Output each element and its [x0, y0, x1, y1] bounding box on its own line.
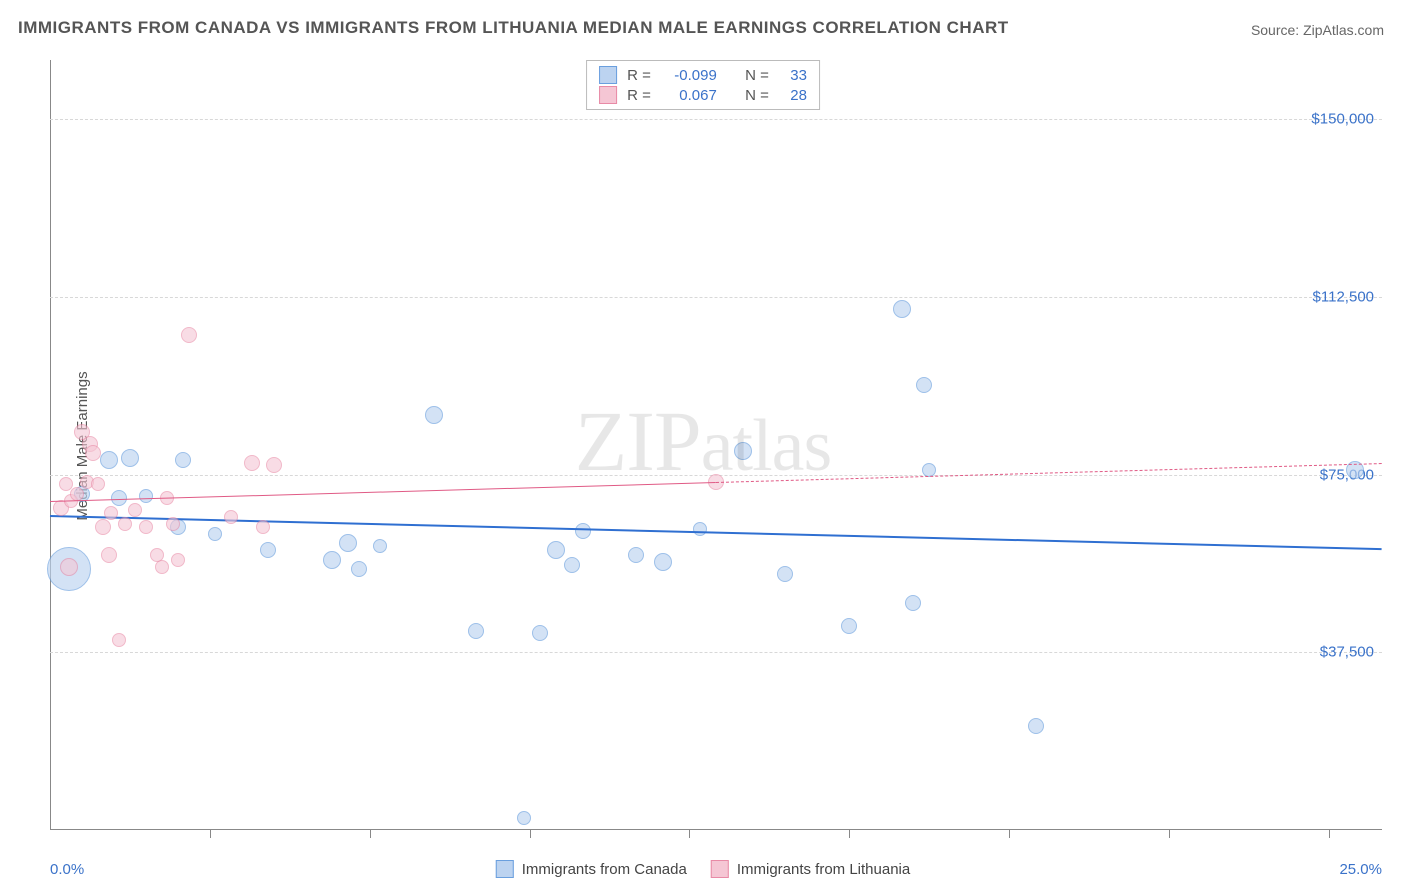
data-point-canada [922, 463, 936, 477]
data-point-lithuania [155, 560, 169, 574]
legend-label: N = [745, 67, 769, 84]
y-tick-label: $150,000 [1311, 111, 1374, 128]
data-point-canada [693, 522, 707, 536]
data-point-canada [425, 406, 443, 424]
series-legend: Immigrants from Canada Immigrants from Li… [496, 860, 910, 878]
data-point-canada [893, 300, 911, 318]
data-point-canada [905, 595, 921, 611]
data-point-canada [175, 452, 191, 468]
data-point-canada [351, 561, 367, 577]
data-point-lithuania [70, 487, 84, 501]
data-point-canada [1028, 718, 1044, 734]
data-point-canada [532, 625, 548, 641]
y-tick-label: $37,500 [1320, 644, 1374, 661]
y-tick-label: $112,500 [1313, 288, 1374, 305]
x-tick [689, 830, 690, 838]
data-point-canada [121, 449, 139, 467]
gridline [50, 652, 1382, 653]
legend-series-label: Immigrants from Canada [522, 861, 687, 878]
data-point-lithuania [224, 510, 238, 524]
data-point-lithuania [91, 477, 105, 491]
chart-title: IMMIGRANTS FROM CANADA VS IMMIGRANTS FRO… [18, 18, 1009, 38]
legend-row-lithuania: R = 0.067 N = 28 [599, 85, 807, 105]
data-point-canada [575, 523, 591, 539]
legend-item-canada: Immigrants from Canada [496, 860, 687, 878]
gridline [50, 297, 1382, 298]
data-point-lithuania [95, 519, 111, 535]
data-point-lithuania [118, 517, 132, 531]
legend-label: R = [627, 87, 651, 104]
data-point-canada [100, 451, 118, 469]
legend-series-label: Immigrants from Lithuania [737, 861, 910, 878]
x-tick [849, 830, 850, 838]
data-point-lithuania [266, 457, 282, 473]
legend-swatch [711, 860, 729, 878]
correlation-legend: R = -0.099 N = 33 R = 0.067 N = 28 [586, 60, 820, 110]
data-point-canada [208, 527, 222, 541]
x-axis-label: 25.0% [1339, 861, 1382, 878]
data-point-canada [564, 557, 580, 573]
legend-label: N = [745, 87, 769, 104]
data-point-lithuania [101, 547, 117, 563]
data-point-lithuania [112, 633, 126, 647]
source-attribution: Source: ZipAtlas.com [1251, 22, 1384, 38]
data-point-lithuania [256, 520, 270, 534]
data-point-canada [323, 551, 341, 569]
legend-swatch [496, 860, 514, 878]
legend-value-n: 28 [779, 87, 807, 104]
data-point-lithuania [85, 445, 101, 461]
data-point-lithuania [139, 520, 153, 534]
data-point-canada [628, 547, 644, 563]
legend-swatch [599, 66, 617, 84]
data-point-lithuania [166, 517, 180, 531]
gridline [50, 119, 1382, 120]
data-point-lithuania [60, 558, 78, 576]
legend-label: R = [627, 67, 651, 84]
data-point-canada [916, 377, 932, 393]
x-tick [210, 830, 211, 838]
data-point-canada [654, 553, 672, 571]
data-point-lithuania [128, 503, 142, 517]
legend-value-n: 33 [779, 67, 807, 84]
data-point-canada [777, 566, 793, 582]
data-point-canada [139, 489, 153, 503]
legend-value-r: -0.099 [661, 67, 717, 84]
legend-row-canada: R = -0.099 N = 33 [599, 65, 807, 85]
data-point-lithuania [244, 455, 260, 471]
data-point-lithuania [104, 506, 118, 520]
data-point-canada [547, 541, 565, 559]
chart-plot-area [50, 60, 1382, 830]
data-point-canada [517, 811, 531, 825]
x-tick [1009, 830, 1010, 838]
legend-item-lithuania: Immigrants from Lithuania [711, 860, 910, 878]
data-point-canada [468, 623, 484, 639]
x-tick [1169, 830, 1170, 838]
data-point-canada [841, 618, 857, 634]
x-axis-label: 0.0% [50, 861, 84, 878]
x-tick [1329, 830, 1330, 838]
data-point-lithuania [171, 553, 185, 567]
legend-swatch [599, 86, 617, 104]
data-point-canada [734, 442, 752, 460]
data-point-canada [373, 539, 387, 553]
data-point-lithuania [181, 327, 197, 343]
data-point-canada [260, 542, 276, 558]
data-point-canada [339, 534, 357, 552]
legend-value-r: 0.067 [661, 87, 717, 104]
x-tick [530, 830, 531, 838]
x-tick [370, 830, 371, 838]
